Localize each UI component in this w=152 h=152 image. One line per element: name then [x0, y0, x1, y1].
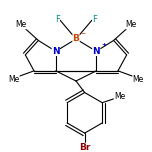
Text: Me: Me — [15, 20, 27, 29]
Text: Me: Me — [114, 92, 125, 101]
Text: Me: Me — [133, 75, 144, 84]
Text: Me: Me — [8, 75, 19, 84]
Text: +: + — [101, 42, 106, 47]
Text: −: − — [80, 30, 85, 35]
Text: Me: Me — [125, 20, 137, 29]
Text: N: N — [92, 47, 100, 56]
Text: F: F — [55, 15, 60, 24]
Text: N: N — [52, 47, 60, 56]
Text: Br: Br — [79, 143, 90, 152]
Text: B: B — [73, 35, 79, 43]
Text: F: F — [92, 15, 97, 24]
